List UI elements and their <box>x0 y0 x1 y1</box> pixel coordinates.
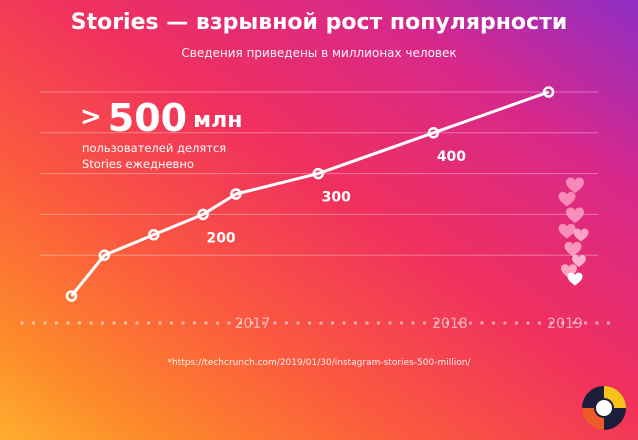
hearts-decoration <box>558 177 589 286</box>
data-point <box>542 86 555 98</box>
baseline-dot <box>169 321 174 325</box>
data-point <box>98 249 111 261</box>
baseline-dot <box>54 321 59 325</box>
headline-stat: >500 млн <box>80 96 242 140</box>
baseline-dot <box>537 321 542 325</box>
baseline-dot <box>434 321 438 325</box>
baseline-dot <box>146 321 151 325</box>
data-label: 200 <box>206 230 235 246</box>
chart-subtitle: Сведения приведены в миллионах человек <box>181 46 457 60</box>
data-point <box>65 290 78 302</box>
baseline-dot <box>365 321 369 325</box>
baseline-dot <box>181 321 185 325</box>
baseline-dot <box>204 321 208 325</box>
x-tick-label: 2018 <box>432 316 468 332</box>
description-line-2: Stories ежедневно <box>82 157 194 171</box>
baseline-dot <box>284 321 289 325</box>
baseline-dot <box>238 321 243 325</box>
heart-icon <box>564 241 582 257</box>
baseline-dot <box>158 321 162 325</box>
headline-description: пользователей делятся Stories ежедневно <box>82 140 242 172</box>
data-point <box>197 208 209 221</box>
heart-icon <box>558 223 576 239</box>
baseline-dot <box>560 321 565 325</box>
source-note: *https://techcrunch.com/2019/01/30/insta… <box>167 358 471 368</box>
heart-icon <box>573 228 589 242</box>
baseline-dot <box>273 321 277 325</box>
baseline-dot <box>89 321 93 325</box>
baseline-dot <box>388 321 392 325</box>
baseline-dot <box>549 321 553 325</box>
heart-icon <box>558 191 576 207</box>
heart-icon <box>566 177 584 193</box>
x-tick-label: 2019 <box>547 316 583 332</box>
baseline-dot <box>376 321 381 325</box>
baseline-dot <box>514 321 519 325</box>
baseline-dot <box>583 321 588 325</box>
data-label: 400 <box>437 149 466 165</box>
headline-unit: млн <box>193 108 243 133</box>
baseline-dot <box>491 321 496 325</box>
headline-number: 500 <box>107 96 188 140</box>
baseline-dot <box>595 321 599 325</box>
heart-icon <box>567 272 583 286</box>
baseline-dot <box>503 321 507 325</box>
x-tick-label: 2017 <box>235 316 271 332</box>
baseline-dot <box>227 321 231 325</box>
heart-icon <box>566 207 584 223</box>
data-point <box>312 167 325 180</box>
data-point <box>147 229 160 241</box>
baseline-dot <box>422 321 427 325</box>
data-label: 300 <box>322 190 351 206</box>
baseline-dot <box>445 321 450 325</box>
baseline-dot <box>457 321 461 325</box>
data-point <box>230 188 242 200</box>
baseline-dot <box>20 321 24 325</box>
baseline-dot <box>399 321 404 325</box>
baseline-dot <box>342 321 346 325</box>
baseline-dot <box>353 321 358 325</box>
baseline-dot <box>112 321 116 325</box>
series-line <box>70 90 550 297</box>
baseline-dot <box>31 321 36 325</box>
baseline-dot <box>192 321 197 325</box>
baseline-dot <box>606 321 611 325</box>
data-point <box>427 127 440 139</box>
baseline-dot <box>123 321 128 325</box>
baseline-dot <box>411 321 415 325</box>
baseline-dot <box>43 321 47 325</box>
baseline-dot <box>319 321 323 325</box>
description-line-1: пользователей делятся <box>82 141 227 155</box>
logo-icon <box>582 386 626 430</box>
baseline-dot <box>66 321 70 325</box>
baseline-dot <box>261 321 266 325</box>
baseline-dot <box>77 321 82 325</box>
baseline-dot <box>215 321 220 325</box>
baseline-dot <box>296 321 300 325</box>
headline-prefix: > <box>80 102 102 132</box>
baseline-dot <box>526 321 530 325</box>
baseline-dot <box>135 321 139 325</box>
baseline-dot <box>480 321 484 325</box>
chart-title: Stories — взрывной рост популярности <box>70 10 568 35</box>
baseline-dot <box>330 321 335 325</box>
baseline-dot <box>468 321 473 325</box>
baseline-dot <box>250 321 254 325</box>
baseline-dot <box>307 321 312 325</box>
baseline-dot <box>572 321 576 325</box>
baseline-dot <box>100 321 105 325</box>
